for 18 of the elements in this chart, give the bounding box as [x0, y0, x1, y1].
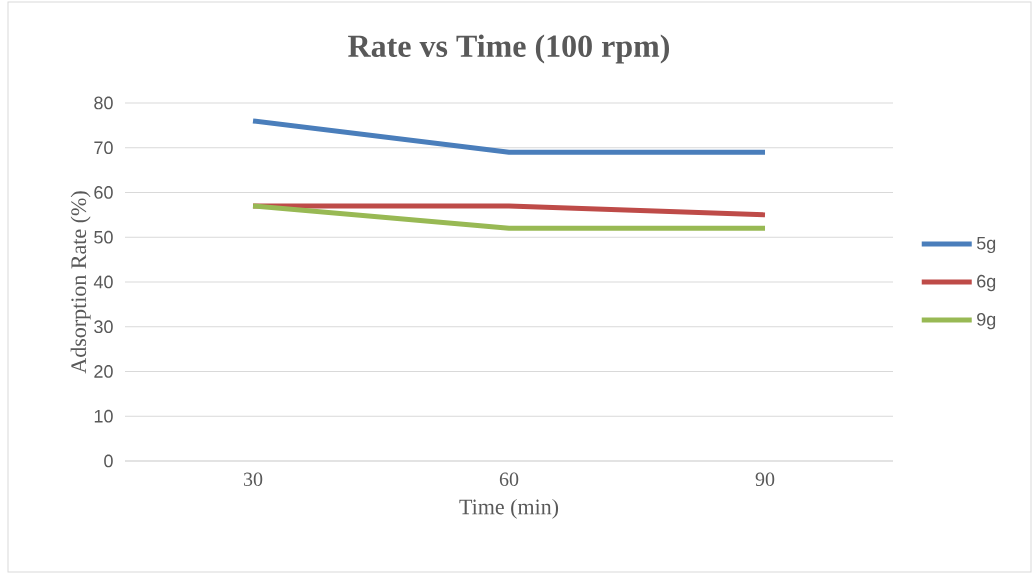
legend-label: 9g	[977, 312, 996, 330]
x-axis-title: Time (min)	[459, 498, 559, 519]
y-tick-label: 70	[94, 141, 113, 155]
y-tick-label: 10	[94, 409, 113, 423]
y-tick-label: 60	[94, 186, 113, 199]
y-tick-label: 50	[94, 230, 113, 244]
y-axis-title: Adsorption Rate (%)	[70, 191, 91, 374]
y-tick-label: 40	[93, 275, 113, 289]
legend-label: 6g	[977, 274, 996, 292]
y-tick-label: 30	[94, 320, 113, 334]
x-tick-label: 90	[755, 472, 775, 487]
y-tick-label: 80	[94, 96, 113, 110]
legend-label: 5g	[976, 236, 996, 254]
y-tick-label: 0	[104, 454, 113, 468]
y-tick-label: 20	[94, 365, 113, 378]
x-tick-label: 60	[499, 472, 519, 487]
x-tick-label: 30	[243, 472, 263, 487]
chart-title: Rate vs Time (100 rpm)	[348, 34, 670, 64]
